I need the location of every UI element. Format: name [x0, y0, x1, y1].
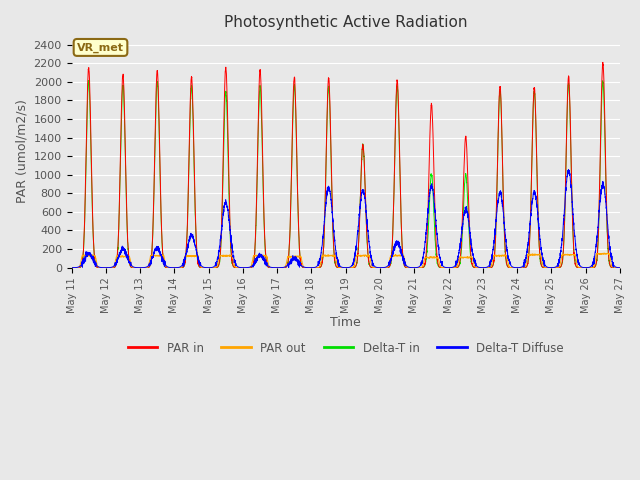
Legend: PAR in, PAR out, Delta-T in, Delta-T Diffuse: PAR in, PAR out, Delta-T in, Delta-T Dif…	[123, 337, 568, 360]
Y-axis label: PAR (umol/m2/s): PAR (umol/m2/s)	[15, 99, 28, 204]
X-axis label: Time: Time	[330, 316, 361, 329]
Title: Photosynthetic Active Radiation: Photosynthetic Active Radiation	[224, 15, 467, 30]
Text: VR_met: VR_met	[77, 42, 124, 53]
